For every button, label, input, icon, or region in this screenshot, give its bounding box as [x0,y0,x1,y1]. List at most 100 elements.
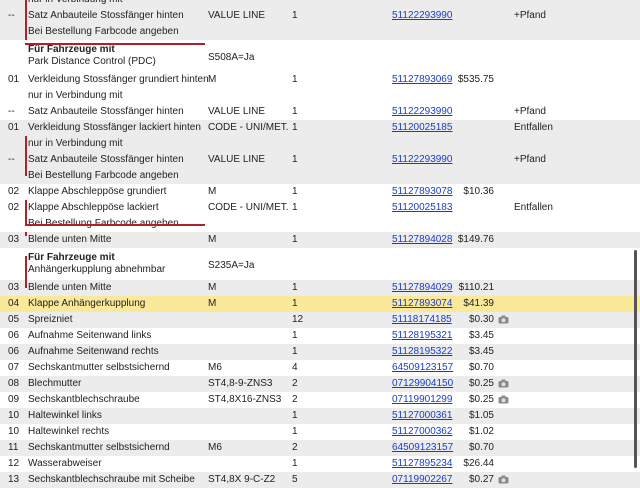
table-row[interactable]: 06 Aufnahme Seitenwand links 1 51128195321 $… [0,328,640,344]
remark: +Pfand [514,10,546,21]
part-number-link[interactable]: 07119901299 [392,394,453,405]
item-number: -- [8,10,15,21]
quantity: 1 [292,74,298,85]
part-number-link[interactable]: 07129904150 [392,378,454,389]
part-number-link[interactable]: 51127895234 [392,458,453,469]
table-row[interactable]: -- Satz Anbauteile Stossfänger hinten VALU… [0,104,640,120]
part-description: nur in Verbindung mit [28,0,123,8]
quantity: 1 [292,202,298,213]
part-number-link[interactable]: 51122293990 [392,154,453,165]
item-number: 13 [8,474,20,485]
part-number-link[interactable]: 51127894029 [392,282,453,293]
price: $110.21 [458,282,494,293]
scrollbar[interactable] [634,250,637,468]
table-row[interactable]: 06 Aufnahme Seitenwand rechts 1 51128195322… [0,344,640,360]
group-bracket-line [25,136,27,176]
item-number: 03 [8,282,20,293]
part-description: Spreizniet [28,314,73,325]
price: $0.70 [468,442,494,453]
vehicle-condition-header: Für Fahrzeuge mit Park Distance Control (… [0,40,640,72]
table-row[interactable]: 11 Sechskantmutter selbstsichernd M6 2 64509… [0,440,640,456]
group-bracket-line [25,224,205,226]
part-number-link[interactable]: 51128195321 [392,330,453,341]
part-number-link[interactable]: 51127893078 [392,186,453,197]
quantity: 1 [292,298,298,309]
table-row[interactable]: 09 Sechskantblechschraube ST4,8X16-ZNS3 2 07… [0,392,640,408]
camera-icon[interactable] [498,379,509,388]
table-row[interactable]: 01 Verkleidung Stossfänger grundiert hint… [0,72,640,88]
table-row[interactable]: 08 Blechmutter ST4,8-9-ZNS3 2 07129904150 $0.… [0,376,640,392]
quantity: 5 [292,474,298,485]
item-number: 03 [8,234,20,245]
table-row[interactable]: 13 Sechskantblechschraube mit Scheibe ST4,… [0,472,640,488]
table-row[interactable]: 04 Klappe Anhängerkupplung M 1 51127893074 $4… [0,296,640,312]
item-number: 12 [8,458,20,469]
supplement: M6 [208,362,222,373]
table-row[interactable]: 03 Blende unten Mitte M 1 51127894028 $149.76 [0,232,640,248]
part-number-link[interactable]: 51127893074 [392,298,453,309]
part-description: Satz Anbauteile Stossfänger hinten [28,154,184,165]
table-row[interactable]: -- Satz Anbauteile Stossfänger hinten VALU… [0,8,640,24]
item-number: 07 [8,362,20,373]
table-row[interactable]: 05 Spreizniet 12 51118174185 $0.30 [0,312,640,328]
part-description: Sechskantblechschraube [28,394,140,405]
price: $0.30 [468,314,494,325]
part-number-link[interactable]: 51122293990 [392,10,453,21]
table-row[interactable]: 02 Klappe Abschleppöse grundiert M 1 5112789… [0,184,640,200]
part-number-link[interactable]: 64509123157 [392,442,454,453]
item-number: 08 [8,378,20,389]
camera-icon[interactable] [498,395,509,404]
quantity: 2 [292,378,298,389]
camera-icon[interactable] [498,315,509,324]
price: $3.45 [468,346,494,357]
table-row[interactable]: 10 Haltewinkel links 1 51127000361 $1.05 [0,408,640,424]
part-number-link[interactable]: 51128195322 [392,346,453,357]
table-row[interactable]: 12 Wasserabweiser 1 51127895234 $26.44 [0,456,640,472]
part-description: Verkleidung Stossfänger lackiert hinten [28,122,201,133]
part-number-link[interactable]: 51120025183 [392,202,453,213]
part-description: Satz Anbauteile Stossfänger hinten [28,106,184,117]
price: $26.44 [463,458,494,469]
part-description: Sechskantmutter selbstsichernd [28,362,170,373]
quantity: 1 [292,10,298,21]
table-row[interactable]: -- Satz Anbauteile Stossfänger hinten VALU… [0,152,640,168]
part-number-link[interactable]: 51120025185 [392,122,453,133]
part-number-link[interactable]: 51127894028 [392,234,453,245]
condition-code: S508A=Ja [208,52,255,63]
supplement: M [208,234,217,245]
supplement: M [208,74,217,85]
part-description: Wasserabweiser [28,458,102,469]
part-description: Bei Bestellung Farbcode angeben [28,216,179,232]
note-row: nur in Verbindung mit [0,88,640,104]
vehicle-condition-header: Für Fahrzeuge mit Anhängerkupplung abnehm… [0,248,640,280]
item-number: 06 [8,346,20,357]
note-row: nur in Verbindung mit [0,0,640,8]
quantity: 1 [292,186,298,197]
supplement: VALUE LINE [208,154,266,165]
price: $1.02 [468,426,494,437]
part-description: Haltewinkel rechts [28,426,110,437]
supplement: CODE - UNI/MET. [208,202,289,213]
part-description: Klappe Abschleppöse grundiert [28,186,167,197]
table-row[interactable]: 03 Blende unten Mitte M 1 51127894029 $110.21 [0,280,640,296]
supplement: M [208,298,217,309]
part-number-link[interactable]: 51122293990 [392,106,453,117]
part-description: Sechskantblechschraube mit Scheibe [28,474,195,485]
part-description: Bei Bestellung Farbcode angeben [28,170,179,181]
table-row[interactable]: 02 Klappe Abschleppöse lackiert CODE - UNI… [0,200,640,216]
part-number-link[interactable]: 51118174185 [392,314,452,325]
part-number-link[interactable]: 51127000362 [392,426,453,437]
price: $10.36 [463,186,494,197]
table-row[interactable]: 10 Haltewinkel rechts 1 51127000362 $1.02 [0,424,640,440]
group-bracket-line [25,43,205,45]
table-row[interactable]: 07 Sechskantmutter selbstsichernd M6 4 64509… [0,360,640,376]
supplement: ST4,8-9-ZNS3 [208,378,273,389]
item-number: 04 [8,298,20,309]
quantity: 4 [292,362,298,373]
condition-description: Park Distance Control (PDC) [28,56,156,67]
part-number-link[interactable]: 51127893069 [392,74,453,85]
part-number-link[interactable]: 64509123157 [392,362,454,373]
table-row[interactable]: 01 Verkleidung Stossfänger lackiert hinte… [0,120,640,136]
part-number-link[interactable]: 51127000361 [392,410,453,421]
part-description: Blende unten Mitte [28,234,112,245]
